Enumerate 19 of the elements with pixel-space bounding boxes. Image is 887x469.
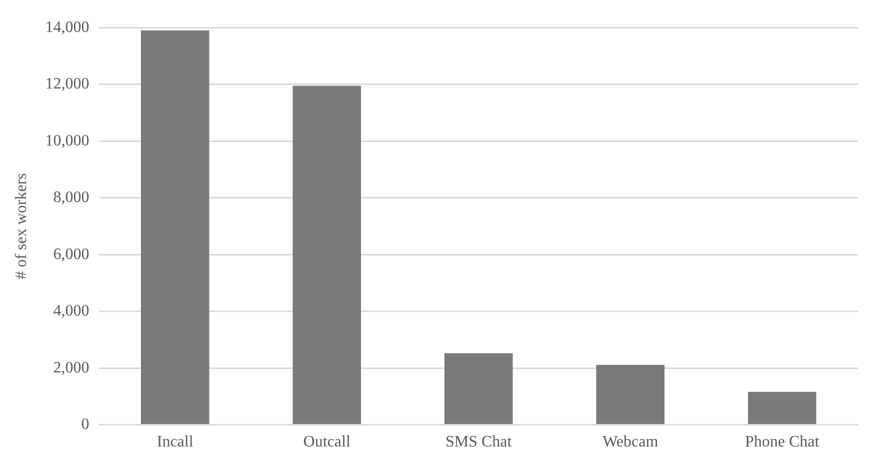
bar [444,353,513,424]
y-tick-label: 10,000 [45,132,90,150]
bar [292,86,361,424]
bar [140,30,210,424]
y-tick-label: 6,000 [53,246,90,263]
y-tick-label: 4,000 [53,302,90,320]
y-tick-label: 2,000 [53,359,90,376]
x-tick-label: Phone Chat [745,434,820,451]
y-tick-label: 14,000 [45,18,90,36]
x-tick-label: Outcall [303,434,351,451]
bar [748,392,816,424]
x-tick-label: Incall [156,434,194,451]
y-tick-label: 12,000 [45,76,90,93]
x-tick-label: Webcam [602,434,659,451]
x-tick-label: SMS Chat [445,434,512,451]
y-tick-label: 8,000 [53,189,90,206]
y-axis-title: # of sex workers [12,173,30,280]
bar [596,364,665,424]
y-tick-label: 0 [81,416,90,434]
